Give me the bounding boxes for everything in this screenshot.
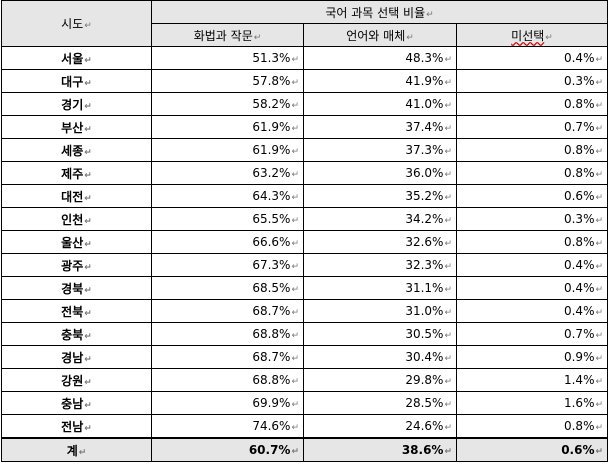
cell-value-hwabeop: 63.2%↵ — [151, 161, 304, 185]
cell-region: 세종↵ — [1, 138, 152, 162]
cell-value-hwabeop: 68.8%↵ — [151, 368, 304, 392]
cell-value-hwabeop: 74.6%↵ — [151, 414, 304, 439]
cell-region: 충북↵ — [1, 322, 152, 346]
cell-region: 대구↵ — [1, 69, 152, 93]
region-header: 시도↵ — [1, 0, 152, 47]
cell-value-eoneo: 41.0%↵ — [303, 92, 457, 116]
cell-value-miseontaek: 0.4%↵ — [455, 276, 609, 300]
table-row: 인천↵ 65.5%↵ 34.2%↵ 0.3%↵ — [1, 207, 609, 231]
cell-value-hwabeop: 68.7%↵ — [151, 345, 304, 369]
cell-value-eoneo: 28.5%↵ — [303, 391, 457, 415]
col-header-eoneo: 언어와 매체↵ — [303, 23, 457, 47]
table-row: 전남↵ 74.6%↵ 24.6%↵ 0.8%↵ — [1, 414, 609, 439]
cell-region: 경남↵ — [1, 345, 152, 369]
cell-region: 전남↵ — [1, 414, 152, 439]
table-row: 충북↵ 68.8%↵ 30.5%↵ 0.7%↵ — [1, 322, 609, 346]
cell-value-eoneo: 37.4%↵ — [303, 115, 457, 139]
cell-value-miseontaek: 0.4%↵ — [455, 46, 609, 70]
cell-value-hwabeop: 51.3%↵ — [151, 46, 304, 70]
cell-value-eoneo: 35.2%↵ — [303, 184, 457, 208]
cell-value-eoneo: 32.3%↵ — [303, 253, 457, 277]
cell-region: 울산↵ — [1, 230, 152, 254]
cell-value-miseontaek: 1.4%↵ — [455, 368, 609, 392]
total-row: 계↵ 60.7%↵ 38.6%↵ 0.6%↵ — [1, 437, 609, 462]
cell-value-eoneo: 36.0%↵ — [303, 161, 457, 185]
cell-value-miseontaek: 0.8%↵ — [455, 92, 609, 116]
cell-value-miseontaek: 0.6%↵ — [455, 184, 609, 208]
cell-region: 강원↵ — [1, 368, 152, 392]
cell-value-eoneo: 41.9%↵ — [303, 69, 457, 93]
cell-value-eoneo: 32.6%↵ — [303, 230, 457, 254]
cell-region: 부산↵ — [1, 115, 152, 139]
cell-value-hwabeop: 61.9%↵ — [151, 138, 304, 162]
cell-value-hwabeop: 68.8%↵ — [151, 322, 304, 346]
table-row: 충남↵ 69.9%↵ 28.5%↵ 1.6%↵ — [1, 391, 609, 415]
cell-value-eoneo: 34.2%↵ — [303, 207, 457, 231]
cell-value-hwabeop: 64.3%↵ — [151, 184, 304, 208]
table-row: 서울↵ 51.3%↵ 48.3%↵ 0.4%↵ — [1, 46, 609, 70]
total-label: 계↵ — [1, 437, 152, 462]
cell-value-eoneo: 24.6%↵ — [303, 414, 457, 439]
cell-region: 제주↵ — [1, 161, 152, 185]
table-row: 전북↵ 68.7%↵ 31.0%↵ 0.4%↵ — [1, 299, 609, 323]
cell-value-hwabeop: 61.9%↵ — [151, 115, 304, 139]
cell-value-eoneo: 31.1%↵ — [303, 276, 457, 300]
total-value-hwabeop: 60.7%↵ — [151, 437, 304, 462]
cell-value-miseontaek: 0.4%↵ — [455, 253, 609, 277]
cell-region: 경북↵ — [1, 276, 152, 300]
cell-value-miseontaek: 0.4%↵ — [455, 299, 609, 323]
cell-value-hwabeop: 68.7%↵ — [151, 299, 304, 323]
table-row: 울산↵ 66.6%↵ 32.6%↵ 0.8%↵ — [1, 230, 609, 254]
cell-value-hwabeop: 57.8%↵ — [151, 69, 304, 93]
table-row: 경기↵ 58.2%↵ 41.0%↵ 0.8%↵ — [1, 92, 609, 116]
cell-region: 광주↵ — [1, 253, 152, 277]
cell-region: 서울↵ — [1, 46, 152, 70]
cell-value-eoneo: 30.5%↵ — [303, 322, 457, 346]
cell-value-miseontaek: 0.9%↵ — [455, 345, 609, 369]
cell-value-miseontaek: 0.3%↵ — [455, 69, 609, 93]
cell-region: 전북↵ — [1, 299, 152, 323]
cell-region: 대전↵ — [1, 184, 152, 208]
cell-value-miseontaek: 0.8%↵ — [455, 414, 609, 439]
total-value-eoneo: 38.6%↵ — [303, 437, 457, 462]
cell-value-miseontaek: 0.7%↵ — [455, 115, 609, 139]
cell-value-miseontaek: 1.6%↵ — [455, 391, 609, 415]
cell-value-miseontaek: 0.8%↵ — [455, 138, 609, 162]
subject-selection-table: 시도↵ 국어 과목 선택 비율↵ 화법과 작문↵ 언어와 매체↵ 미선택↵ 서울… — [1, 0, 609, 462]
cell-value-hwabeop: 67.3%↵ — [151, 253, 304, 277]
total-value-miseontaek: 0.6%↵ — [455, 437, 609, 462]
cell-value-hwabeop: 66.6%↵ — [151, 230, 304, 254]
cell-value-miseontaek: 0.8%↵ — [455, 161, 609, 185]
table-row: 대구↵ 57.8%↵ 41.9%↵ 0.3%↵ — [1, 69, 609, 93]
col-header-hwabeop: 화법과 작문↵ — [151, 23, 304, 47]
table-row: 세종↵ 61.9%↵ 37.3%↵ 0.8%↵ — [1, 138, 609, 162]
cell-region: 인천↵ — [1, 207, 152, 231]
cell-value-eoneo: 30.4%↵ — [303, 345, 457, 369]
group-header: 국어 과목 선택 비율↵ — [150, 0, 609, 24]
cell-value-hwabeop: 58.2%↵ — [151, 92, 304, 116]
table-row: 광주↵ 67.3%↵ 32.3%↵ 0.4%↵ — [1, 253, 609, 277]
table-row: 경남↵ 68.7%↵ 30.4%↵ 0.9%↵ — [1, 345, 609, 369]
cell-region: 충남↵ — [1, 391, 152, 415]
cell-value-eoneo: 48.3%↵ — [303, 46, 457, 70]
cell-value-miseontaek: 0.3%↵ — [455, 207, 609, 231]
table-row: 대전↵ 64.3%↵ 35.2%↵ 0.6%↵ — [1, 184, 609, 208]
cell-value-miseontaek: 0.7%↵ — [455, 322, 609, 346]
cell-value-eoneo: 31.0%↵ — [303, 299, 457, 323]
col-header-miseontaek: 미선택↵ — [455, 23, 609, 47]
cell-value-hwabeop: 65.5%↵ — [151, 207, 304, 231]
table-row: 부산↵ 61.9%↵ 37.4%↵ 0.7%↵ — [1, 115, 609, 139]
cell-value-hwabeop: 69.9%↵ — [151, 391, 304, 415]
cell-region: 경기↵ — [1, 92, 152, 116]
table-row: 경북↵ 68.5%↵ 31.1%↵ 0.4%↵ — [1, 276, 609, 300]
cell-value-eoneo: 29.8%↵ — [303, 368, 457, 392]
table-row: 강원↵ 68.8%↵ 29.8%↵ 1.4%↵ — [1, 368, 609, 392]
table-row: 제주↵ 63.2%↵ 36.0%↵ 0.8%↵ — [1, 161, 609, 185]
cell-value-eoneo: 37.3%↵ — [303, 138, 457, 162]
cell-value-hwabeop: 68.5%↵ — [151, 276, 304, 300]
cell-value-miseontaek: 0.8%↵ — [455, 230, 609, 254]
